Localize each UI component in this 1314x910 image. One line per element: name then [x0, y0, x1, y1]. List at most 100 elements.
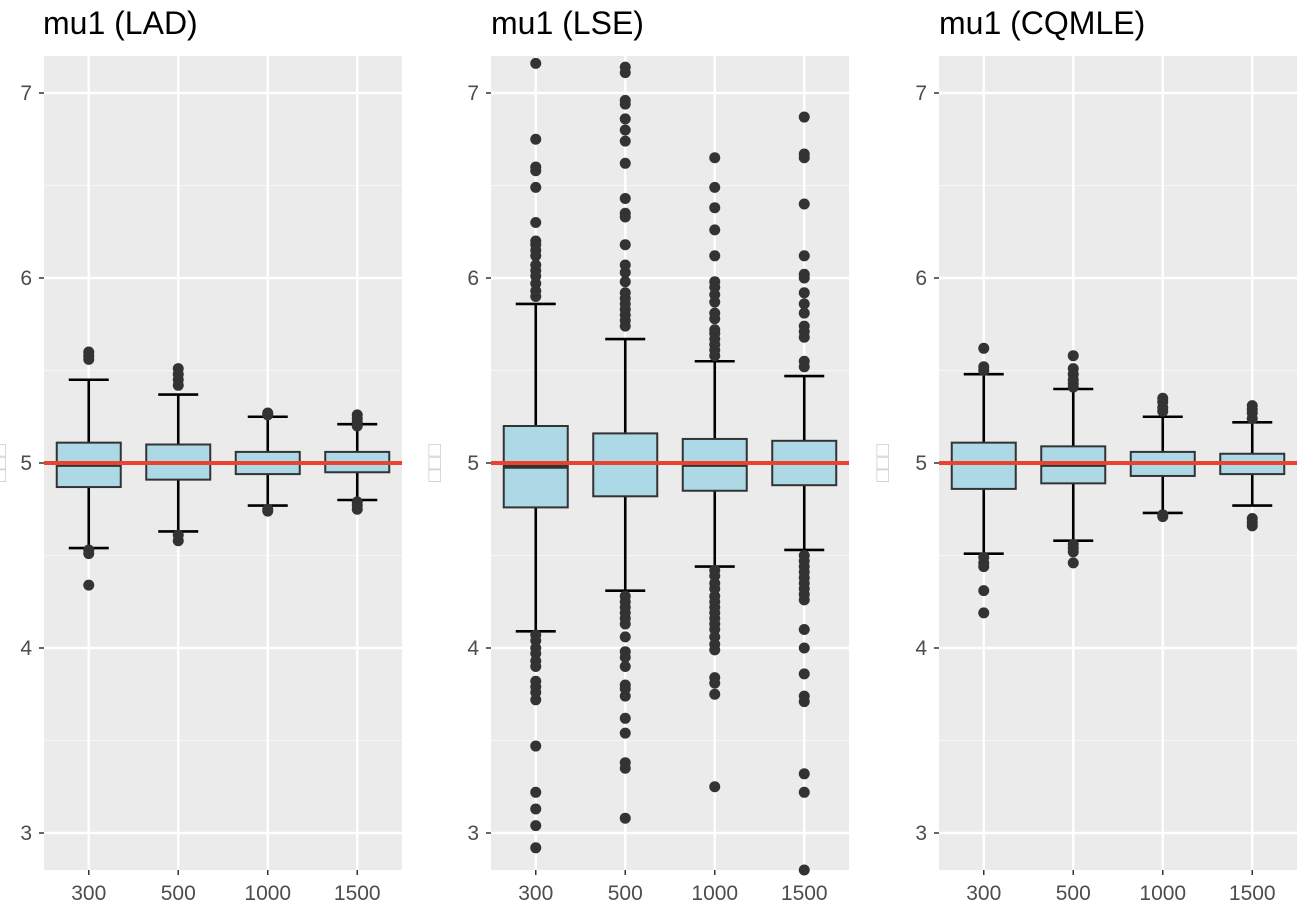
outlier-point [262, 409, 274, 421]
outlier-point [709, 688, 721, 700]
outlier-point [798, 594, 810, 606]
outlier-point [530, 57, 542, 69]
outlier-point [619, 812, 631, 824]
outlier-point [530, 165, 542, 177]
outlier-point [619, 211, 631, 223]
x-tick-label: 1500 [781, 882, 828, 905]
outlier-point [978, 365, 990, 376]
outlier-point [798, 287, 810, 299]
outlier-point [798, 668, 810, 680]
outlier-point [530, 803, 542, 815]
outlier-point [1157, 405, 1169, 417]
outlier-point [978, 607, 990, 619]
outlier-point [619, 135, 631, 147]
outlier-point [798, 786, 810, 798]
outlier-point [709, 202, 721, 214]
outlier-point [709, 152, 721, 164]
outlier-point [530, 133, 542, 145]
outlier-point [798, 331, 810, 343]
outlier-point [709, 644, 721, 656]
outlier-point [619, 690, 631, 702]
outlier-point [798, 198, 810, 210]
x-tick-label: 1500 [334, 882, 381, 905]
outlier-point [619, 266, 631, 278]
outlier-point [619, 631, 631, 643]
y-tick-label: 4 [20, 637, 32, 660]
outlier-point [1246, 520, 1258, 532]
outlier-point [262, 505, 274, 517]
x-tick-label: 1000 [244, 882, 291, 905]
outlier-point [619, 157, 631, 169]
box-iqr [950, 441, 1017, 490]
outlier-point [619, 762, 631, 774]
outlier-point [172, 535, 184, 547]
outlier-point [978, 342, 990, 354]
outlier-point [978, 561, 990, 573]
y-tick-label: 7 [915, 82, 927, 105]
outlier-point [619, 320, 631, 332]
outlier-point [83, 548, 95, 560]
outlier-point [709, 350, 721, 362]
x-tick-label: 300 [71, 882, 106, 905]
outlier-point [619, 113, 631, 125]
outlier-point [351, 420, 363, 432]
outlier-point [709, 296, 721, 308]
box-300 [502, 57, 569, 854]
outlier-point [1067, 546, 1079, 558]
outlier-point [619, 276, 631, 288]
outlier-point [619, 98, 631, 110]
y-tick-label: 4 [467, 637, 479, 660]
outlier-point [619, 618, 631, 630]
outlier-point [351, 503, 363, 515]
outlier-point [798, 361, 810, 373]
outlier-point [619, 712, 631, 724]
y-tick-label: 5 [20, 452, 32, 475]
outlier-point [619, 239, 631, 251]
y-tick-label: 7 [467, 82, 479, 105]
outlier-point [798, 307, 810, 319]
x-tick-label: 300 [966, 882, 1001, 905]
y-tick-label: 5 [467, 452, 479, 475]
outlier-point [619, 661, 631, 672]
x-tick-label: 1500 [1229, 882, 1276, 905]
y-tick-label: 4 [915, 637, 927, 660]
outlier-point [1157, 511, 1169, 523]
outlier-point [530, 786, 542, 798]
outlier-point [530, 842, 542, 854]
outlier-point [172, 379, 184, 391]
y-axis-label: □□□ [871, 444, 894, 482]
outlier-point [798, 696, 810, 708]
y-tick-label: 6 [20, 267, 32, 290]
outlier-point [530, 250, 542, 262]
outlier-point [83, 579, 95, 591]
outlier-point [530, 291, 542, 302]
outlier-point [530, 820, 542, 832]
x-tick-label: 1000 [691, 882, 738, 905]
outlier-point [530, 740, 542, 752]
outlier-point [530, 181, 542, 193]
outlier-point [798, 642, 810, 654]
outlier-point [798, 250, 810, 262]
panel-title: mu1 (LSE) [491, 5, 644, 41]
outlier-point [1067, 557, 1079, 569]
outlier-point [619, 192, 631, 204]
outlier-point [709, 677, 721, 689]
outlier-point [709, 313, 721, 325]
y-tick-label: 3 [467, 822, 479, 845]
outlier-point [709, 224, 721, 236]
outlier-point [1067, 381, 1079, 393]
y-tick-label: 3 [915, 822, 927, 845]
outlier-point [530, 661, 542, 672]
x-tick-label: 1000 [1139, 882, 1186, 905]
box-300 [950, 342, 1017, 619]
outlier-point [798, 272, 810, 284]
outlier-point [1067, 350, 1079, 362]
outlier-point [619, 727, 631, 739]
outlier-point [978, 585, 990, 597]
y-axis-label: □□□ [423, 444, 446, 482]
x-tick-label: 500 [1056, 882, 1091, 905]
y-tick-label: 7 [20, 82, 32, 105]
outlier-point [619, 651, 631, 663]
outlier-point [709, 250, 721, 262]
